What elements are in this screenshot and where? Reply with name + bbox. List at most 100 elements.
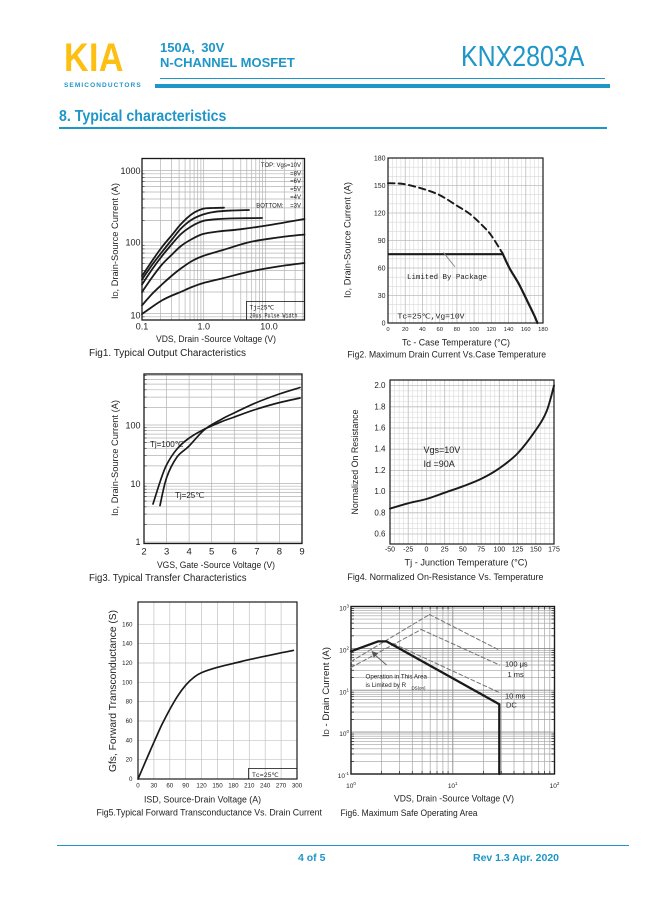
svg-text:Fig4. Normalized On-Resistance: Fig4. Normalized On-Resistance Vs. Tempe… — [347, 572, 543, 582]
svg-text:103: 103 — [339, 604, 349, 613]
svg-text:5: 5 — [209, 547, 214, 558]
svg-text:ID, Drain-Source Current (A): ID, Drain-Source Current (A) — [110, 183, 121, 299]
svg-text:160: 160 — [521, 327, 531, 333]
svg-text:101: 101 — [448, 781, 458, 790]
svg-text:VDS, Drain -Source Voltage (V): VDS, Drain -Source Voltage (V) — [394, 794, 514, 804]
svg-text:100: 100 — [125, 238, 140, 248]
svg-text:80: 80 — [126, 699, 133, 706]
svg-text:1.0: 1.0 — [374, 487, 386, 496]
svg-text:DS(on): DS(on) — [412, 685, 426, 690]
svg-text:125: 125 — [512, 547, 524, 554]
svg-text:Vgs=10V: Vgs=10V — [424, 445, 461, 455]
svg-text:100: 100 — [339, 729, 349, 738]
svg-text:Gfs, Forward Transconductance: Gfs, Forward Transconductance (S) — [108, 610, 119, 772]
svg-text:ID, Drain-Source Current (A): ID, Drain-Source Current (A) — [343, 182, 354, 298]
svg-text:60: 60 — [126, 718, 133, 725]
svg-text:300: 300 — [292, 783, 303, 790]
svg-text:0: 0 — [136, 783, 140, 790]
svg-text:100 μs: 100 μs — [505, 660, 528, 669]
svg-text:140: 140 — [504, 327, 514, 333]
svg-text:1.8: 1.8 — [374, 402, 386, 411]
svg-text:25: 25 — [441, 547, 449, 554]
svg-text:Fig3. Typical Transfer Charact: Fig3. Typical Transfer Characteristics — [89, 573, 247, 584]
svg-text:=6V: =6V — [290, 179, 301, 185]
svg-text:120: 120 — [374, 211, 386, 218]
svg-text:0: 0 — [382, 321, 386, 328]
svg-text:100: 100 — [469, 327, 479, 333]
svg-text:150: 150 — [530, 547, 542, 554]
svg-text:VGS, Gate -Source Voltage (V): VGS, Gate -Source Voltage (V) — [157, 560, 275, 571]
svg-text:10-1: 10-1 — [338, 771, 350, 780]
svg-text:0.8: 0.8 — [374, 508, 386, 517]
svg-text:Normalized On Resistance: Normalized On Resistance — [350, 410, 361, 515]
svg-text:1.6: 1.6 — [374, 424, 386, 433]
svg-text:0: 0 — [386, 327, 389, 333]
svg-text:20us Pulse Width: 20us Pulse Width — [250, 313, 298, 320]
svg-text:Operation in This Area: Operation in This Area — [366, 674, 428, 681]
svg-text:1: 1 — [135, 537, 140, 547]
svg-text:270: 270 — [276, 783, 287, 790]
svg-text:9: 9 — [299, 547, 304, 558]
svg-text:120: 120 — [486, 327, 496, 333]
svg-text:ISD, Source-Drain Voltage (A): ISD, Source-Drain Voltage (A) — [144, 795, 261, 805]
svg-text:-50: -50 — [385, 547, 395, 554]
svg-text:Tj=25℃: Tj=25℃ — [250, 305, 275, 312]
svg-text:60: 60 — [378, 266, 386, 273]
svg-text:0.1: 0.1 — [136, 322, 149, 332]
svg-text:100: 100 — [122, 679, 133, 686]
svg-text:90: 90 — [378, 238, 386, 245]
svg-text:175: 175 — [548, 547, 560, 554]
svg-text:ID, Drain-Source Current (A): ID, Drain-Source Current (A) — [110, 400, 121, 516]
svg-text:80: 80 — [454, 327, 460, 333]
svg-text:120: 120 — [196, 783, 207, 790]
svg-text:=4V: =4V — [290, 195, 301, 201]
svg-text:240: 240 — [260, 783, 271, 790]
svg-text:100: 100 — [346, 781, 356, 790]
svg-text:Tc=25℃: Tc=25℃ — [252, 772, 280, 779]
svg-text:DC: DC — [506, 701, 517, 710]
svg-text:160: 160 — [122, 621, 133, 628]
svg-text:30: 30 — [150, 783, 157, 790]
svg-text:is Limited by R: is Limited by R — [366, 682, 407, 689]
svg-text:0: 0 — [129, 776, 133, 783]
svg-text:Fig2. Maximum Drain Current Vs: Fig2. Maximum Drain Current Vs.Case Temp… — [347, 350, 546, 360]
svg-text:102: 102 — [550, 781, 560, 790]
svg-text:0: 0 — [424, 547, 428, 554]
svg-text:=8V: =8V — [290, 171, 301, 177]
svg-text:210: 210 — [244, 783, 255, 790]
svg-text:60: 60 — [436, 327, 442, 333]
svg-text:90: 90 — [182, 783, 189, 790]
svg-text:50: 50 — [459, 547, 467, 554]
svg-text:BOTTOM:: BOTTOM: — [256, 204, 284, 210]
svg-text:3: 3 — [164, 547, 169, 558]
svg-text:Fig1. Typical Output Character: Fig1. Typical Output Characteristics — [89, 348, 246, 359]
svg-text:1.0: 1.0 — [197, 322, 210, 332]
svg-text:Tc - Case Temperature (°C): Tc - Case Temperature (°C) — [402, 338, 510, 348]
svg-text:1 ms: 1 ms — [508, 670, 525, 679]
svg-text:Tc=25℃,Vg=10V: Tc=25℃,Vg=10V — [398, 314, 466, 322]
svg-text:150: 150 — [374, 183, 386, 190]
svg-text:180: 180 — [538, 327, 548, 333]
svg-text:140: 140 — [122, 641, 133, 648]
svg-text:150: 150 — [212, 783, 223, 790]
svg-text:Id =90A: Id =90A — [424, 459, 455, 469]
svg-text:10 ms: 10 ms — [505, 692, 526, 701]
svg-text:102: 102 — [339, 645, 349, 654]
svg-text:100: 100 — [493, 547, 505, 554]
svg-text:10: 10 — [130, 311, 140, 321]
svg-text:7: 7 — [254, 547, 259, 558]
svg-text:75: 75 — [477, 547, 485, 554]
svg-text:1.4: 1.4 — [374, 445, 386, 454]
svg-text:Tj - Junction Temperature (°C): Tj - Junction Temperature (°C) — [405, 558, 528, 568]
svg-text:30: 30 — [378, 293, 386, 300]
svg-text:120: 120 — [122, 660, 133, 667]
svg-text:60: 60 — [166, 783, 173, 790]
svg-text:2.0: 2.0 — [374, 381, 386, 390]
svg-text:6: 6 — [232, 547, 237, 558]
svg-text:Limited By Package: Limited By Package — [407, 274, 487, 282]
svg-text:TOP: Vgs=10V: TOP: Vgs=10V — [261, 163, 301, 169]
svg-text:20: 20 — [402, 327, 408, 333]
svg-text:4: 4 — [186, 547, 191, 558]
svg-text:2: 2 — [141, 547, 146, 558]
svg-text:VDS, Drain -Source Voltage (V): VDS, Drain -Source Voltage (V) — [156, 334, 276, 345]
